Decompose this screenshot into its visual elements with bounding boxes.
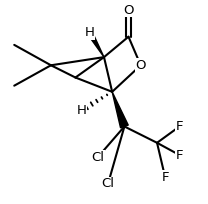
Text: Cl: Cl bbox=[102, 177, 115, 190]
Text: H: H bbox=[85, 26, 95, 39]
Text: H: H bbox=[77, 104, 87, 117]
Text: F: F bbox=[161, 171, 169, 184]
Text: F: F bbox=[176, 120, 183, 133]
Polygon shape bbox=[87, 31, 104, 57]
Polygon shape bbox=[112, 92, 128, 128]
Text: F: F bbox=[176, 149, 183, 162]
Text: O: O bbox=[135, 59, 146, 72]
Text: Cl: Cl bbox=[91, 151, 104, 164]
Text: O: O bbox=[123, 4, 134, 17]
